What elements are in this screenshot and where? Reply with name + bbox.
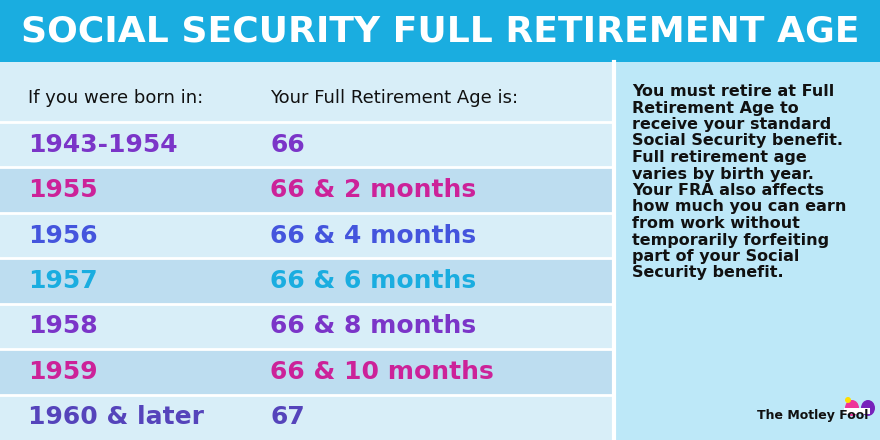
Text: 1958: 1958 xyxy=(28,315,98,338)
Text: 1957: 1957 xyxy=(28,269,98,293)
Circle shape xyxy=(845,397,851,403)
Bar xyxy=(0,395,614,440)
Text: how much you can earn: how much you can earn xyxy=(632,199,847,214)
Text: from work without: from work without xyxy=(632,216,800,231)
Text: 1955: 1955 xyxy=(28,178,98,202)
Bar xyxy=(614,62,880,440)
Text: SOCIAL SECURITY FULL RETIREMENT AGE: SOCIAL SECURITY FULL RETIREMENT AGE xyxy=(21,14,859,48)
Bar xyxy=(0,304,614,349)
Text: Retirement Age to: Retirement Age to xyxy=(632,100,799,115)
Bar xyxy=(0,258,614,304)
Bar xyxy=(0,0,880,62)
Bar xyxy=(844,408,870,414)
Bar xyxy=(0,349,614,395)
Text: If you were born in:: If you were born in: xyxy=(28,89,203,107)
Text: receive your standard: receive your standard xyxy=(632,117,832,132)
Text: 66: 66 xyxy=(270,133,304,157)
Bar xyxy=(0,62,880,440)
Text: 1943-1954: 1943-1954 xyxy=(28,133,178,157)
Text: 1960 & later: 1960 & later xyxy=(28,405,204,429)
Ellipse shape xyxy=(861,400,875,416)
Text: The Motley Fool: The Motley Fool xyxy=(757,409,868,422)
Text: You must retire at Full: You must retire at Full xyxy=(632,84,834,99)
Text: 1959: 1959 xyxy=(28,360,98,384)
Text: 1956: 1956 xyxy=(28,224,98,248)
Text: temporarily forfeiting: temporarily forfeiting xyxy=(632,232,829,247)
Text: 66 & 10 months: 66 & 10 months xyxy=(270,360,494,384)
Text: Social Security benefit.: Social Security benefit. xyxy=(632,133,843,148)
Text: Security benefit.: Security benefit. xyxy=(632,265,784,281)
Text: 66 & 6 months: 66 & 6 months xyxy=(270,269,476,293)
Text: Your Full Retirement Age is:: Your Full Retirement Age is: xyxy=(270,89,518,107)
Text: 66 & 4 months: 66 & 4 months xyxy=(270,224,476,248)
Text: 66 & 2 months: 66 & 2 months xyxy=(270,178,476,202)
Bar xyxy=(0,168,614,213)
Text: Your FRA also affects: Your FRA also affects xyxy=(632,183,825,198)
Text: 66 & 8 months: 66 & 8 months xyxy=(270,315,476,338)
Bar xyxy=(0,213,614,258)
Ellipse shape xyxy=(845,400,859,416)
Bar xyxy=(0,122,614,168)
Text: 67: 67 xyxy=(270,405,304,429)
Text: part of your Social: part of your Social xyxy=(632,249,800,264)
Text: varies by birth year.: varies by birth year. xyxy=(632,166,814,181)
Text: Full retirement age: Full retirement age xyxy=(632,150,807,165)
